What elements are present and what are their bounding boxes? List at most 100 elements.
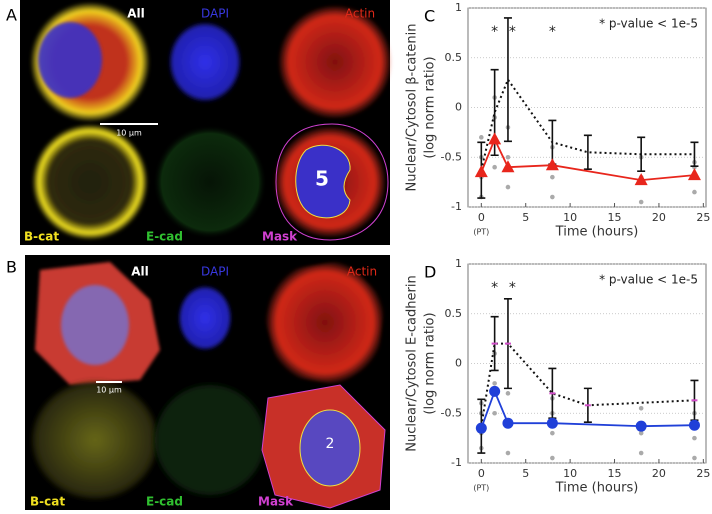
y-tick-label: 1 bbox=[455, 1, 462, 14]
significance-star: * bbox=[491, 280, 498, 296]
annotation: * p-value < 1e-5 bbox=[599, 17, 698, 31]
error-bar bbox=[690, 141, 699, 168]
channel-label: All bbox=[131, 265, 149, 279]
data-point bbox=[492, 410, 497, 416]
panel-letter: A bbox=[6, 6, 17, 25]
data-point bbox=[545, 158, 559, 171]
data-point bbox=[550, 430, 555, 436]
data-point bbox=[692, 189, 697, 195]
mask-outline bbox=[275, 123, 389, 241]
channel-label: Mask bbox=[262, 230, 298, 244]
actin bbox=[278, 5, 392, 119]
significance-star: * bbox=[509, 24, 516, 40]
data-point bbox=[634, 173, 648, 186]
channel-label: E-cad bbox=[146, 495, 183, 509]
error-bar bbox=[637, 136, 646, 172]
e-cad bbox=[155, 385, 265, 495]
data-point bbox=[638, 430, 644, 436]
channel-label: All bbox=[127, 7, 145, 21]
scale-label: 10 µm bbox=[116, 129, 142, 138]
data-point bbox=[492, 164, 497, 170]
data-point bbox=[502, 417, 514, 429]
y-tick-label: 1 bbox=[455, 257, 462, 270]
significance-star: * bbox=[549, 24, 556, 40]
channel-label: Actin bbox=[345, 7, 375, 21]
data-point bbox=[474, 165, 488, 178]
cell-id: 2 bbox=[326, 436, 335, 452]
panel-a: A 5 10 µm All DAPI Actin B-cat E-cad Mas… bbox=[6, 0, 392, 245]
panel-letter: D bbox=[424, 263, 436, 282]
data-point bbox=[489, 385, 501, 397]
data-point bbox=[475, 422, 487, 434]
channel-label: B-cat bbox=[24, 230, 59, 244]
channel-label: DAPI bbox=[201, 7, 229, 21]
data-point bbox=[505, 184, 511, 190]
error-bar bbox=[503, 17, 512, 143]
series-line bbox=[480, 137, 695, 182]
panel-letter: C bbox=[424, 7, 435, 26]
data-point bbox=[688, 419, 700, 431]
dapi bbox=[177, 284, 233, 352]
data-point bbox=[505, 450, 511, 456]
cell-id: 5 bbox=[315, 167, 329, 191]
x-tick-label: 0 bbox=[478, 211, 485, 224]
data-point bbox=[687, 168, 701, 181]
x-tick-label: 5 bbox=[522, 467, 529, 480]
x-tick-label: 20 bbox=[652, 211, 666, 224]
mask-nucleus bbox=[299, 409, 361, 487]
data-point bbox=[550, 455, 555, 461]
data-point bbox=[550, 174, 555, 180]
significance-star: * bbox=[509, 280, 516, 296]
x-tick-label: 15 bbox=[608, 467, 622, 480]
x-axis-label: Time (hours) bbox=[555, 225, 639, 240]
data-point bbox=[692, 455, 697, 461]
scale-label: 10 µm bbox=[96, 386, 122, 395]
data-point bbox=[638, 199, 644, 205]
y-tick-label: 0.5 bbox=[445, 307, 463, 320]
panel-letter: B bbox=[6, 258, 17, 277]
x-tick-label: 5 bbox=[522, 211, 529, 224]
data-point bbox=[479, 135, 484, 140]
y-tick-label: -1 bbox=[451, 200, 462, 213]
error-bar bbox=[583, 134, 592, 170]
data-point bbox=[488, 132, 502, 145]
data-point bbox=[546, 417, 558, 429]
data-point bbox=[492, 381, 497, 386]
annotation: * p-value < 1e-5 bbox=[599, 273, 698, 287]
data-point bbox=[692, 435, 697, 441]
data-point bbox=[638, 405, 644, 411]
channel-label: Mask bbox=[258, 495, 294, 509]
y-tick-label: 0.5 bbox=[445, 51, 463, 64]
data-point bbox=[635, 420, 647, 432]
y-axis-label: (log norm ratio) bbox=[423, 56, 438, 158]
y-tick-label: -0.5 bbox=[441, 150, 462, 163]
channel-label: B-cat bbox=[30, 495, 65, 509]
data-point bbox=[550, 194, 555, 200]
channel-label: DAPI bbox=[201, 265, 229, 279]
y-tick-label: 0 bbox=[455, 357, 462, 370]
x-tick-label: 25 bbox=[696, 467, 710, 480]
data-point bbox=[505, 154, 511, 160]
dapi bbox=[167, 20, 243, 104]
x-tick-label: 0 bbox=[478, 467, 485, 480]
panel-b: B 2 10 µm All DAPI Actin B-cat E-cad Mas… bbox=[6, 255, 390, 510]
y-tick-label: -0.5 bbox=[441, 406, 462, 419]
plot-frame bbox=[467, 263, 707, 464]
nucleus bbox=[61, 285, 129, 365]
actin bbox=[265, 260, 385, 385]
data-point bbox=[501, 160, 515, 173]
series-line bbox=[480, 388, 695, 429]
x-note: (PT) bbox=[473, 228, 489, 237]
x-tick-label: 15 bbox=[608, 211, 622, 224]
series-line bbox=[480, 342, 695, 427]
channel-label: E-cad bbox=[146, 230, 183, 244]
x-note: (PT) bbox=[473, 484, 489, 493]
data-point bbox=[505, 391, 511, 396]
x-tick-label: 10 bbox=[563, 467, 577, 480]
nucleus bbox=[38, 22, 102, 98]
y-axis-label: Nuclear/Cytosol β-catenin bbox=[405, 24, 420, 192]
b-cat bbox=[32, 124, 148, 240]
y-axis-label: (log norm ratio) bbox=[423, 312, 438, 414]
x-tick-label: 25 bbox=[696, 211, 710, 224]
